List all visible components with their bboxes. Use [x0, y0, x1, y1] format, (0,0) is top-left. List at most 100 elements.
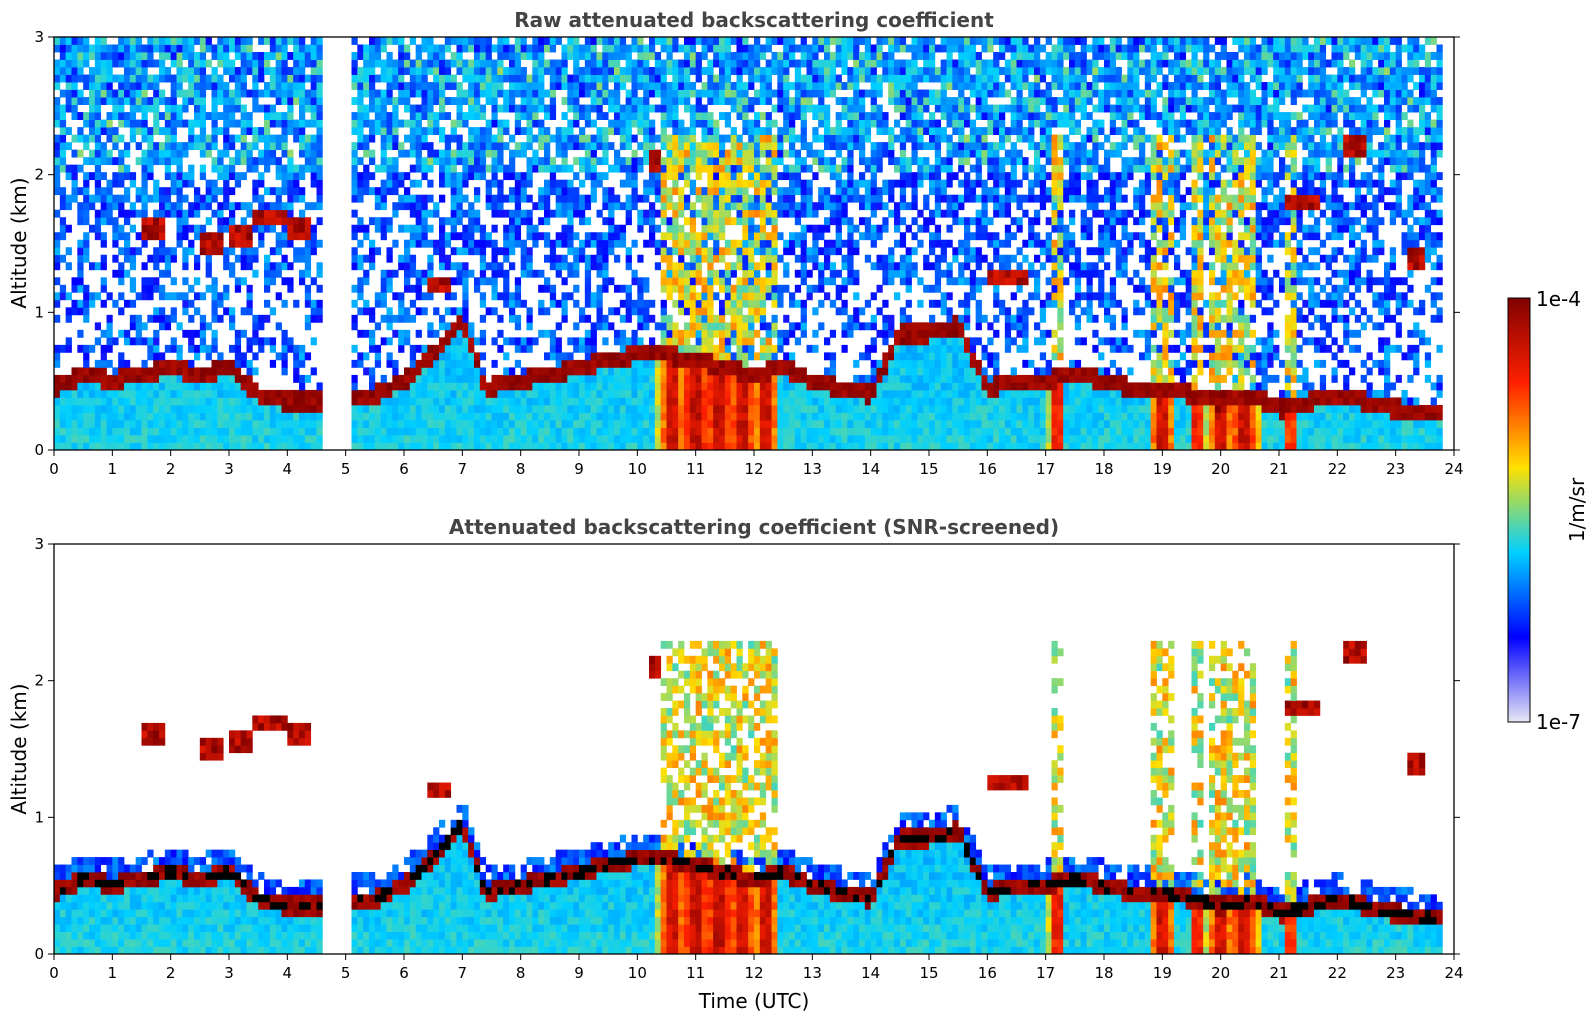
heatmap-cell [754, 262, 761, 271]
heatmap-cell [94, 322, 102, 331]
heatmap-cell [439, 112, 446, 120]
heatmap-cell [619, 164, 627, 173]
heatmap-cell [281, 254, 288, 263]
heatmap-cell [707, 397, 714, 406]
heatmap-cell [77, 434, 84, 443]
heatmap-cell [94, 97, 102, 105]
heatmap-cell [351, 247, 358, 256]
heatmap-cell [567, 389, 574, 398]
heatmap-cell [118, 224, 125, 233]
heatmap-cell [468, 89, 475, 98]
heatmap-cell [217, 374, 224, 383]
heatmap-cell [520, 44, 527, 53]
heatmap-cell [713, 149, 720, 158]
heatmap-cell [736, 344, 743, 353]
heatmap-cell [468, 232, 475, 241]
heatmap-cell [450, 262, 457, 271]
heatmap-cell [135, 329, 142, 338]
heatmap-cell [596, 74, 603, 83]
heatmap-cell [409, 164, 417, 173]
heatmap-cell [112, 427, 119, 436]
heatmap-cell [106, 149, 113, 158]
heatmap-cell [654, 164, 662, 173]
heatmap-cell [707, 37, 714, 45]
heatmap-cell [625, 292, 632, 301]
heatmap-cell [205, 187, 212, 196]
heatmap-cell [771, 202, 778, 211]
heatmap-cell [660, 127, 667, 136]
heatmap-cell [147, 412, 154, 421]
heatmap-cell [124, 419, 131, 428]
heatmap-cell [234, 74, 242, 83]
heatmap-cell [619, 134, 627, 143]
heatmap-cell [83, 112, 90, 120]
heatmap-cell [444, 277, 452, 286]
heatmap-cell [789, 397, 796, 406]
heatmap-cell [147, 37, 154, 45]
heatmap-cell [631, 97, 638, 105]
heatmap-cell [643, 367, 650, 376]
heatmap-cell [602, 89, 609, 98]
heatmap-cell [159, 97, 166, 105]
heatmap-cell [713, 232, 720, 241]
heatmap-cell [684, 202, 691, 211]
heatmap-cell [759, 44, 767, 53]
heatmap-cell [713, 127, 720, 136]
heatmap-cell [450, 164, 457, 173]
heatmap-cell [596, 89, 603, 98]
heatmap-cell [619, 344, 627, 353]
heatmap-cell [608, 239, 615, 248]
heatmap-cell [357, 239, 364, 248]
heatmap-cell [468, 44, 475, 53]
heatmap-cell [520, 299, 527, 308]
heatmap-cell [719, 82, 726, 90]
heatmap-cell [614, 59, 621, 68]
heatmap-cell [526, 194, 533, 203]
heatmap-cell [415, 149, 422, 158]
heatmap-cell [497, 209, 504, 218]
heatmap-cell [730, 269, 737, 278]
heatmap-cell [94, 142, 102, 151]
heatmap-cell [567, 187, 574, 196]
heatmap-cell [789, 299, 796, 308]
heatmap-cell [742, 224, 749, 233]
heatmap-cell [234, 419, 242, 428]
heatmap-cell [386, 179, 393, 188]
heatmap-cell [462, 344, 469, 353]
heatmap-cell [240, 262, 247, 271]
heatmap-cell [211, 74, 218, 83]
heatmap-cell [561, 404, 568, 413]
heatmap-cell [83, 412, 90, 421]
heatmap-cell [147, 442, 154, 451]
heatmap-cell [783, 374, 790, 383]
heatmap-cell [497, 127, 504, 136]
heatmap-cell [736, 44, 743, 53]
heatmap-cell [363, 269, 370, 278]
heatmap-cell [555, 419, 562, 428]
heatmap-cell [415, 142, 422, 151]
heatmap-cell [579, 307, 586, 316]
heatmap-cell [590, 157, 597, 166]
heatmap-cell [614, 254, 621, 263]
heatmap-cell [579, 44, 586, 53]
heatmap-cell [170, 74, 177, 83]
heatmap-cell [514, 89, 522, 98]
heatmap-cell [112, 389, 119, 398]
heatmap-cell [789, 404, 796, 413]
heatmap-cell [421, 82, 428, 90]
heatmap-cell [124, 232, 131, 241]
heatmap-cell [724, 427, 732, 436]
heatmap-cell [684, 134, 691, 143]
heatmap-cell [275, 269, 282, 278]
heatmap-cell [549, 404, 557, 413]
heatmap-cell [439, 434, 446, 443]
heatmap-cell [526, 269, 533, 278]
heatmap-cell [724, 329, 732, 338]
heatmap-cell [789, 127, 796, 136]
heatmap-cell [392, 157, 399, 166]
heatmap-cell [194, 307, 201, 316]
heatmap-cell [310, 397, 317, 406]
heatmap-cell [281, 112, 288, 120]
heatmap-cell [264, 224, 271, 233]
heatmap-cell [65, 314, 72, 323]
